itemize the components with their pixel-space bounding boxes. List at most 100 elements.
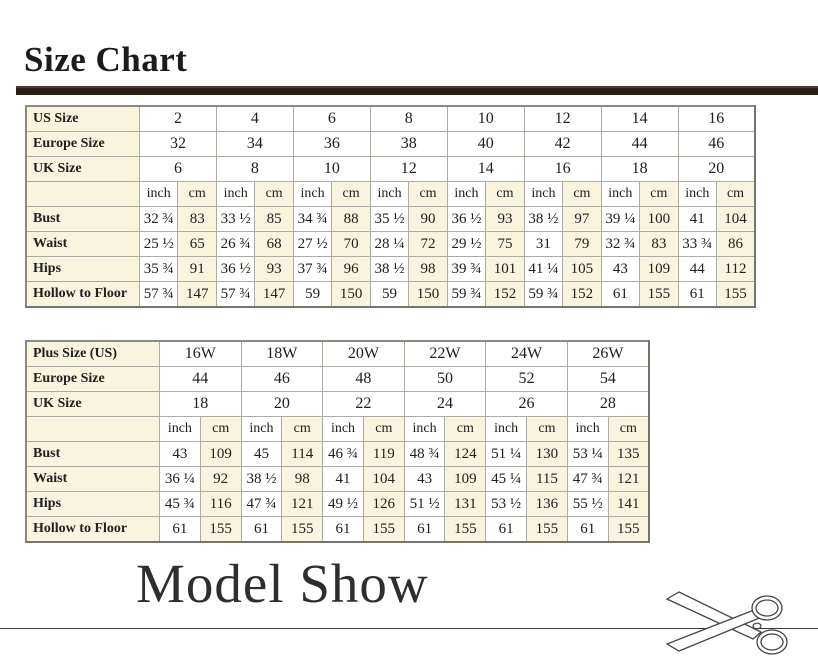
measurement-cm-cell: 86 [716, 231, 756, 257]
measurement-cm-cell: 96 [331, 256, 371, 282]
measurement-inch-cell: 59 ¾ [523, 281, 564, 308]
unit-cell: cm [444, 416, 487, 442]
measurement-inch-cell: 47 ¾ [566, 466, 609, 492]
measure-row: Waist 36 ¼ 92 38 ½ 98 41 104 43 109 45 ¼ 115 47 ¾ 12… [25, 466, 650, 492]
size-value-cell: 10 [292, 156, 371, 182]
measurement-inch-cell: 32 ¾ [138, 206, 179, 232]
size-value-cell: 44 [600, 131, 679, 157]
standard-size-table-section: US Size 2 4 6 8 10 12 14 16 Europe Size 32 34 36 38 40… [25, 105, 756, 308]
measurement-cm-cell: 75 [485, 231, 525, 257]
size-value-cell: 16 [523, 156, 602, 182]
measurement-inch-cell: 36 ¼ [159, 466, 201, 492]
model-show-title: Model Show [136, 553, 429, 614]
row-label-cell: Hips [25, 256, 140, 282]
row-label-cell: US Size [25, 105, 140, 132]
title-underline-bar [16, 86, 818, 95]
measurement-cm-cell: 104 [362, 466, 405, 492]
unit-cell: inch [159, 416, 201, 442]
page-title: Size Chart [24, 40, 188, 79]
measurement-cm-cell: 150 [331, 281, 371, 308]
size-value-cell: 22 [322, 391, 405, 417]
unit-row: inch cm inch cm inch cm inch cm inch cm inch cm inch… [25, 181, 756, 207]
plus-size-table-section: Plus Size (US) 16W 18W 20W 22W 24W 26W Europe S… [25, 340, 650, 543]
measurement-inch-cell: 35 ½ [369, 206, 410, 232]
measurement-cm-cell: 91 [177, 256, 217, 282]
size-value-cell: 8 [369, 105, 448, 132]
unit-cell: cm [716, 181, 756, 207]
row-label-cell: Hollow to Floor [25, 516, 160, 543]
measurement-cm-cell: 155 [444, 516, 487, 543]
size-value-cell: 16W [159, 340, 242, 367]
measurement-inch-cell: 51 ¼ [485, 441, 528, 467]
unit-cell: inch [446, 181, 487, 207]
size-value-cell: 44 [159, 366, 242, 392]
measurement-cm-cell: 92 [199, 466, 242, 492]
measurement-inch-cell: 27 ½ [292, 231, 333, 257]
size-row: Europe Size 44 46 48 50 52 54 [25, 366, 650, 392]
size-value-cell: 40 [446, 131, 525, 157]
size-row: UK Size 18 20 22 24 26 28 [25, 391, 650, 417]
scissors-icon [665, 591, 788, 655]
measurement-inch-cell: 48 ¾ [403, 441, 446, 467]
size-value-cell: 46 [677, 131, 756, 157]
unit-cell: inch [369, 181, 410, 207]
measurement-cm-cell: 130 [526, 441, 568, 467]
measurement-inch-cell: 45 [240, 441, 283, 467]
measurement-inch-cell: 53 ¼ [566, 441, 609, 467]
row-label-cell [25, 416, 160, 442]
measurement-cm-cell: 150 [408, 281, 448, 308]
measurement-cm-cell: 83 [639, 231, 679, 257]
cut-line [0, 628, 818, 629]
size-value-cell: 14 [600, 105, 679, 132]
unit-cell: cm [526, 416, 568, 442]
size-value-cell: 4 [215, 105, 294, 132]
measurement-cm-cell: 101 [485, 256, 525, 282]
measurement-cm-cell: 65 [177, 231, 217, 257]
measurement-cm-cell: 126 [362, 491, 405, 517]
size-value-cell: 12 [523, 105, 602, 132]
measurement-cm-cell: 135 [607, 441, 650, 467]
size-row: US Size 2 4 6 8 10 12 14 16 [25, 105, 756, 132]
size-value-cell: 20 [677, 156, 756, 182]
unit-cell: cm [362, 416, 405, 442]
size-row: Plus Size (US) 16W 18W 20W 22W 24W 26W [25, 340, 650, 367]
measurement-inch-cell: 41 ¼ [523, 256, 564, 282]
size-row: Europe Size 32 34 36 38 40 42 44 46 [25, 131, 756, 157]
unit-cell: cm [485, 181, 525, 207]
measurement-cm-cell: 155 [526, 516, 568, 543]
measurement-inch-cell: 59 ¾ [446, 281, 487, 308]
measurement-cm-cell: 155 [607, 516, 650, 543]
size-value-cell: 54 [566, 366, 650, 392]
measure-row: Hollow to Floor 57 ¾ 147 57 ¾ 147 59 150 59 150 5… [25, 281, 756, 308]
unit-cell: inch [566, 416, 609, 442]
unit-cell: cm [408, 181, 448, 207]
measurement-cm-cell: 155 [716, 281, 756, 308]
measurement-inch-cell: 59 [369, 281, 410, 308]
measurement-inch-cell: 57 ¾ [215, 281, 256, 308]
measurement-inch-cell: 33 ½ [215, 206, 256, 232]
size-value-cell: 14 [446, 156, 525, 182]
size-value-cell: 20W [322, 340, 405, 367]
measure-row: Waist 25 ½ 65 26 ¾ 68 27 ½ 70 28 ¼ 72 29 ½ 75 31 79 3… [25, 231, 756, 257]
measurement-cm-cell: 93 [254, 256, 294, 282]
measurement-cm-cell: 97 [562, 206, 602, 232]
measurement-inch-cell: 37 ¾ [292, 256, 333, 282]
size-value-cell: 52 [485, 366, 568, 392]
measure-row: Hips 45 ¾ 116 47 ¾ 121 49 ½ 126 51 ½ 131 53 ½ 136 5… [25, 491, 650, 517]
measurement-cm-cell: 72 [408, 231, 448, 257]
unit-cell: cm [562, 181, 602, 207]
measurement-inch-cell: 41 [677, 206, 718, 232]
size-value-cell: 28 [566, 391, 650, 417]
size-value-cell: 26 [485, 391, 568, 417]
unit-cell: inch [138, 181, 179, 207]
unit-cell: inch [677, 181, 718, 207]
unit-cell: inch [215, 181, 256, 207]
row-label-cell: Bust [25, 206, 140, 232]
row-label-cell: Bust [25, 441, 160, 467]
measurement-cm-cell: 79 [562, 231, 602, 257]
measurement-inch-cell: 53 ½ [485, 491, 528, 517]
row-label-cell: Europe Size [25, 366, 160, 392]
measurement-cm-cell: 70 [331, 231, 371, 257]
measurement-inch-cell: 45 ¾ [159, 491, 201, 517]
